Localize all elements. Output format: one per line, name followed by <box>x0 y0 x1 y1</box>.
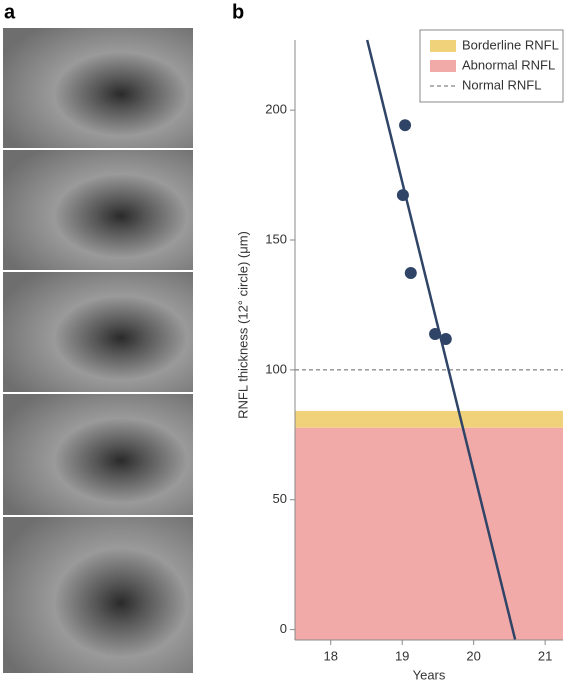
band <box>295 427 563 640</box>
data-point <box>399 119 412 132</box>
x-tick-label: 18 <box>323 648 337 663</box>
legend-label: Borderline RNFL <box>462 37 559 52</box>
data-point <box>396 189 409 202</box>
y-tick-label: 0 <box>280 621 287 636</box>
legend-label: Abnormal RNFL <box>462 57 555 72</box>
panel-label: b <box>232 1 244 23</box>
data-point <box>439 332 452 345</box>
y-tick-label: 50 <box>273 491 287 506</box>
y-tick-label: 150 <box>265 231 287 246</box>
y-tick-label: 200 <box>265 102 287 117</box>
fundus-image <box>3 517 193 673</box>
y-axis-label: RNFL thickness (12° circle) (μm) <box>235 231 250 419</box>
fundus-image <box>3 394 193 515</box>
data-point <box>429 328 442 341</box>
chart: 0 50 100 150 200 18 19 20 21 Years RNFL thickness … <box>235 29 564 682</box>
fundus-image <box>3 150 193 270</box>
fundus-image <box>3 272 193 392</box>
fundus-image <box>3 28 193 148</box>
legend-swatch <box>430 40 456 52</box>
data-point <box>404 266 417 279</box>
panel-label: a <box>4 1 16 23</box>
band <box>295 410 563 428</box>
legend-label: Normal RNFL <box>462 77 541 92</box>
fundus-images <box>3 28 193 673</box>
legend-swatch <box>430 60 456 72</box>
x-axis-label: Years <box>413 667 446 682</box>
x-tick-label: 19 <box>395 648 409 663</box>
y-tick-label: 100 <box>265 361 287 376</box>
x-tick-label: 21 <box>538 648 552 663</box>
x-tick-label: 20 <box>466 648 480 663</box>
